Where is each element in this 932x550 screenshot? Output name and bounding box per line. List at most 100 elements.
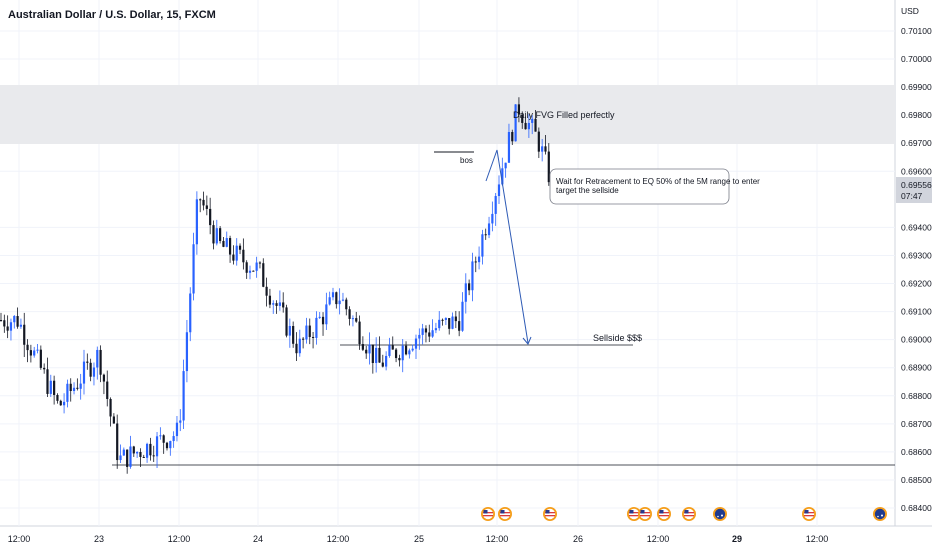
- candle-body: [182, 371, 185, 421]
- candle-body: [318, 316, 321, 318]
- candle-body: [142, 456, 145, 458]
- candle-body: [378, 347, 381, 363]
- candle-body: [537, 131, 540, 152]
- candle-body: [424, 328, 428, 333]
- price-tick-label: 0.69600: [901, 166, 932, 176]
- candle-body: [358, 321, 361, 345]
- candle-body: [308, 325, 311, 337]
- candle-body: [56, 394, 59, 401]
- flag-stripe: [684, 515, 694, 517]
- candle-body: [272, 303, 275, 305]
- candle-body: [517, 104, 521, 115]
- candle-body: [285, 307, 288, 336]
- candle-body: [278, 302, 281, 306]
- bos-label[interactable]: bos: [460, 156, 473, 165]
- economic-events[interactable]: [481, 507, 887, 521]
- candles[interactable]: [0, 97, 550, 474]
- flag-stripe: [640, 512, 650, 514]
- us-flag-icon[interactable]: [802, 507, 816, 521]
- candle-body: [268, 295, 272, 305]
- price-tick-label: 0.69800: [901, 110, 932, 120]
- candle-body: [531, 118, 534, 123]
- candle-body: [228, 238, 232, 255]
- us-flag-icon[interactable]: [543, 507, 557, 521]
- candle-body: [152, 455, 155, 457]
- candle-body: [232, 254, 235, 261]
- candle-body: [431, 330, 434, 337]
- candle-body: [474, 261, 477, 263]
- current-price-badge[interactable]: 0.69556 07:47: [896, 177, 932, 203]
- flag-star: [721, 514, 723, 517]
- candle-body: [262, 263, 265, 287]
- candle-body: [385, 355, 388, 367]
- candle-body: [162, 435, 165, 443]
- price-tick-label: 0.68700: [901, 419, 932, 429]
- us-flag-icon[interactable]: [481, 507, 495, 521]
- flag-base: [714, 508, 726, 520]
- flag-stripe: [659, 515, 669, 517]
- flag-star: [717, 515, 719, 518]
- fvg-label[interactable]: Daily FVG Filled perfectly: [513, 110, 615, 120]
- candle-body: [521, 114, 524, 123]
- candle-body: [361, 344, 364, 350]
- candle-body: [504, 162, 507, 169]
- candle-body: [132, 446, 135, 454]
- candle-body: [122, 449, 125, 456]
- note-line-2: target the sellside: [556, 186, 619, 195]
- flag-canton: [640, 510, 645, 514]
- us-flag-icon[interactable]: [682, 507, 696, 521]
- current-price-bg: [896, 177, 932, 203]
- flag-stripe: [500, 515, 510, 517]
- sellside-label[interactable]: Sellside $$$: [593, 333, 642, 343]
- au-flag-icon[interactable]: [713, 507, 727, 521]
- candle-body: [76, 387, 79, 389]
- flag-stripe: [804, 512, 814, 514]
- price-tick-label: 0.69900: [901, 82, 932, 92]
- candle-body: [434, 328, 438, 331]
- candle-body: [79, 383, 82, 389]
- candle-body: [258, 262, 262, 264]
- candle-body: [328, 297, 331, 305]
- arrow-head-icon: [522, 336, 532, 345]
- us-flag-icon[interactable]: [657, 507, 671, 521]
- candle-body: [149, 443, 152, 456]
- candle-body: [175, 422, 179, 437]
- candle-body: [212, 225, 215, 244]
- us-flag-icon[interactable]: [638, 507, 652, 521]
- candle-body: [36, 349, 39, 351]
- flag-stripe: [545, 515, 555, 517]
- au-flag-icon[interactable]: [873, 507, 887, 521]
- time-tick-label: 24: [253, 534, 263, 544]
- candle-body: [418, 334, 421, 339]
- price-tick-label: 0.68500: [901, 475, 932, 485]
- candle-body: [205, 205, 208, 209]
- candle-body: [6, 326, 9, 331]
- us-flag-icon[interactable]: [627, 507, 641, 521]
- us-flag-icon[interactable]: [498, 507, 512, 521]
- price-tick-label: 0.69100: [901, 307, 932, 317]
- projection-arrow[interactable]: [485, 149, 532, 345]
- candle-body: [99, 349, 102, 375]
- note-callout[interactable]: Wait for Retracement to EQ 50% of the 5M…: [549, 168, 760, 205]
- candle-body: [92, 367, 96, 377]
- candle-body: [471, 261, 474, 291]
- candle-body: [355, 318, 358, 322]
- projection-path: [485, 149, 529, 344]
- time-tick-label: 12:00: [647, 534, 670, 544]
- time-tick-label: 29: [732, 534, 742, 544]
- time-axis-panel[interactable]: [0, 526, 932, 550]
- candle-body: [72, 387, 76, 392]
- time-tick-label: 12:00: [806, 534, 829, 544]
- candle-body: [179, 420, 182, 423]
- candle-body: [192, 244, 195, 294]
- candle-body: [209, 208, 212, 226]
- time-tick-label: 23: [94, 534, 104, 544]
- candle-body: [444, 318, 447, 320]
- price-axis-panel[interactable]: [895, 0, 932, 526]
- candle-body: [282, 302, 285, 308]
- chart-title[interactable]: Australian Dollar / U.S. Dollar, 15, FXC…: [8, 9, 216, 21]
- candle-body: [501, 168, 504, 185]
- flag-canton: [500, 510, 505, 514]
- candle-body: [165, 442, 169, 449]
